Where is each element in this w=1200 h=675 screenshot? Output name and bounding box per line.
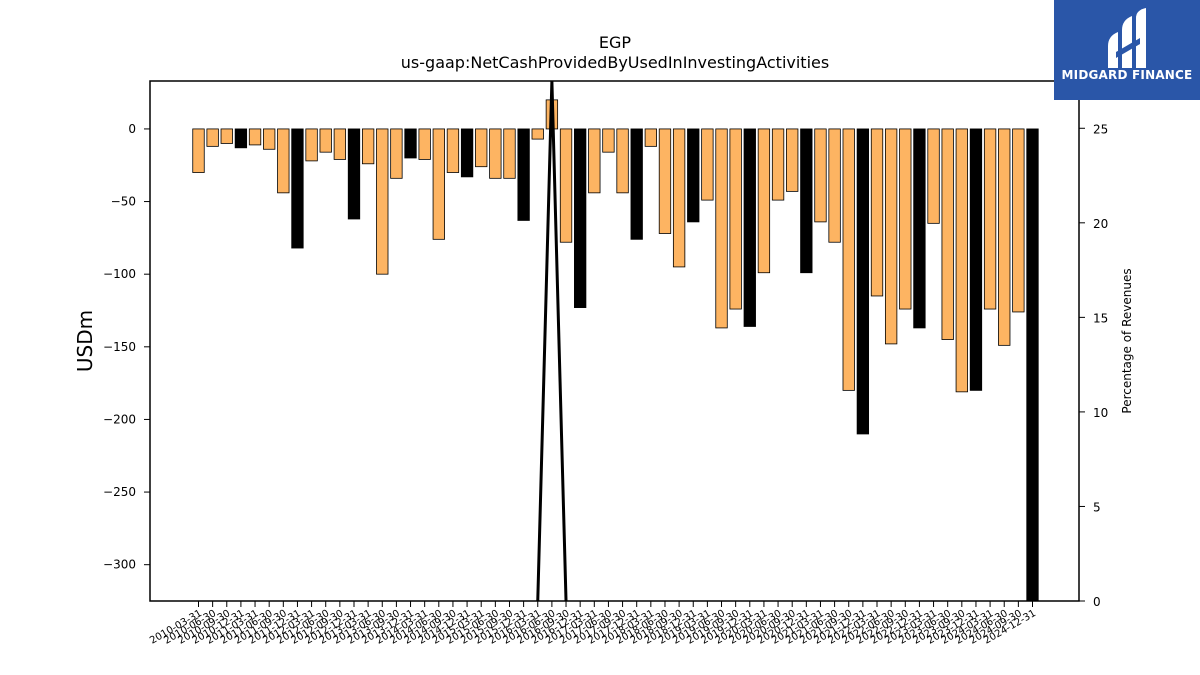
- bar-2023-06-30: [941, 128, 954, 340]
- bar-2013-09-30: [390, 128, 403, 179]
- y2-axis-ticks: 0 5 10 15 20 25: [1079, 122, 1108, 609]
- bar-2023-12-31: [969, 128, 983, 391]
- bar-2019-03-31: [701, 128, 714, 201]
- bar-2022-12-31: [913, 128, 926, 329]
- bar-2021-09-30: [842, 128, 855, 391]
- bar-2014-09-30: [446, 128, 460, 173]
- bar-2010-12-31: [234, 128, 248, 149]
- bar-2018-09-30: [672, 128, 686, 268]
- bar-2011-06-30: [263, 128, 276, 150]
- bar-2011-03-31: [248, 128, 262, 146]
- bar-2024-12-31: [1026, 128, 1039, 602]
- bar-2019-06-30: [715, 128, 728, 329]
- bar-2021-12-31: [856, 128, 870, 435]
- bar-2020-03-31: [757, 128, 771, 274]
- plot-frame: [149, 80, 1080, 602]
- y2-axis-label: Percentage of Revenues: [1120, 268, 1134, 413]
- y-tick-label: −150: [103, 340, 136, 354]
- y2-tick-label: 10: [1093, 406, 1108, 420]
- bar-2016-09-30: [559, 128, 573, 243]
- bar-2020-06-30: [771, 128, 785, 201]
- y-tick-label: −300: [103, 558, 136, 572]
- bar-2023-09-30: [955, 128, 968, 393]
- bar-2019-12-31: [743, 128, 756, 327]
- bar-2021-06-30: [828, 128, 841, 243]
- y-tick-label: 0: [128, 122, 136, 136]
- x-axis-ticks: 2010-03-312010-06-302010-09-302010-12-31…: [148, 601, 1038, 647]
- bar-2012-09-30: [333, 128, 347, 160]
- y-axis-ticks: 0 −50 −100 −150 −200 −250 −300: [103, 122, 150, 572]
- bar-2011-12-31: [291, 128, 304, 249]
- bar-2024-03-31: [983, 128, 997, 310]
- y2-tick-label: 0: [1093, 595, 1101, 609]
- y-tick-label: −200: [103, 412, 136, 426]
- brand-logo: MIDGARD FINANCE: [1054, 0, 1200, 100]
- bar-2014-03-31: [418, 128, 431, 160]
- bar-2020-09-30: [786, 128, 799, 192]
- bar-2015-09-30: [503, 128, 516, 179]
- bar-2022-03-31: [870, 128, 884, 297]
- bar-2017-03-31: [588, 128, 601, 194]
- bar-2013-12-31: [404, 128, 417, 159]
- y2-tick-label: 5: [1093, 500, 1101, 514]
- y2-tick-label: 15: [1093, 311, 1108, 325]
- y-axis-label: USDm: [73, 310, 97, 372]
- bar-2018-03-31: [644, 128, 657, 147]
- chart-title: EGP: [599, 33, 632, 52]
- y-tick-label: −100: [103, 267, 136, 281]
- bar-2012-12-31: [347, 128, 361, 220]
- bar-2015-12-31: [517, 128, 530, 221]
- bar-2017-09-30: [616, 128, 629, 194]
- bar-2024-09-30: [1012, 128, 1025, 313]
- bar-2016-12-31: [574, 128, 587, 308]
- chart-subtitle: us-gaap:NetCashProvidedByUsedInInvesting…: [401, 53, 829, 72]
- bar-2015-03-31: [475, 128, 488, 168]
- bar-2019-09-30: [729, 128, 742, 310]
- bar-2012-06-30: [319, 128, 332, 153]
- y-tick-label: −250: [103, 485, 136, 499]
- bar-2017-12-31: [630, 128, 643, 240]
- bar-2011-09-30: [277, 128, 290, 194]
- y2-tick-label: 20: [1093, 217, 1108, 231]
- bar-2015-06-30: [489, 128, 502, 179]
- bar-2020-12-31: [800, 128, 813, 274]
- bar-2012-03-31: [305, 128, 318, 162]
- bar-2018-06-30: [658, 128, 672, 234]
- bar-2013-06-30: [376, 128, 389, 275]
- bar-2022-09-30: [899, 128, 912, 310]
- logo-text: MIDGARD FINANCE: [1061, 68, 1193, 82]
- bar-2017-06-30: [602, 128, 615, 153]
- bar-2010-03-31: [192, 128, 205, 173]
- bars-group: [192, 99, 1039, 602]
- bar-2018-12-31: [687, 128, 700, 223]
- bar-2022-06-30: [884, 128, 898, 345]
- bar-2010-09-30: [220, 128, 233, 144]
- bar-2023-03-31: [927, 128, 940, 224]
- bar-2014-06-30: [432, 128, 445, 240]
- bar-2016-03-31: [531, 128, 544, 140]
- y2-tick-label: 25: [1093, 122, 1108, 136]
- bar-2013-03-31: [361, 128, 375, 165]
- logo-mark-icon: [1108, 8, 1146, 68]
- bar-2014-12-31: [460, 128, 474, 178]
- bar-2024-06-30: [998, 128, 1011, 346]
- bar-2021-03-31: [814, 128, 827, 223]
- y-tick-label: −50: [111, 195, 136, 209]
- bar-2010-06-30: [206, 128, 219, 147]
